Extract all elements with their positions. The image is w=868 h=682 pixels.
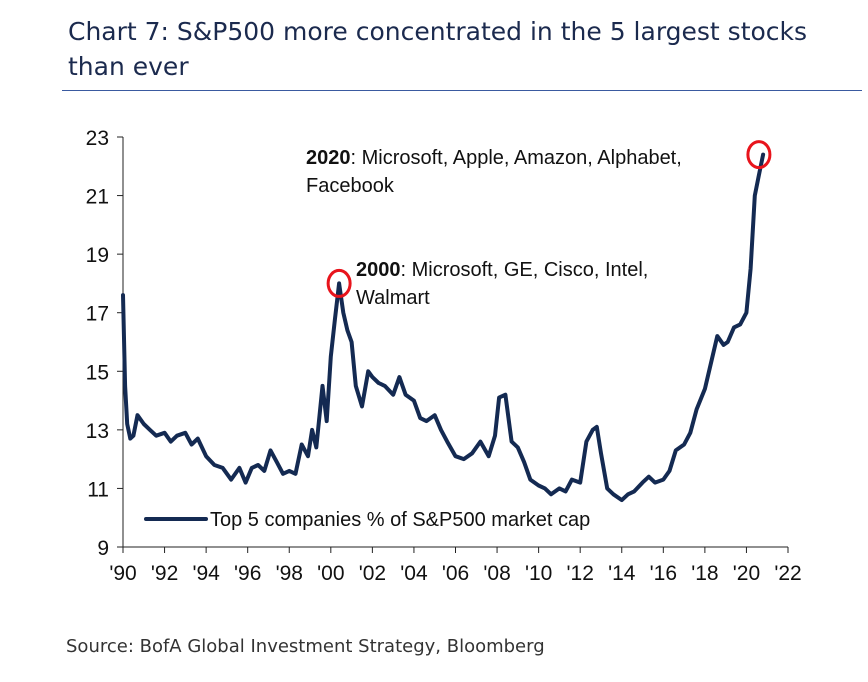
y-tick-label: 21	[86, 186, 109, 209]
annotation-2020-year: 2020	[306, 147, 351, 169]
annotation-2020-text: : Microsoft, Apple, Amazon, Alphabet, Fa…	[306, 147, 682, 197]
x-tick-label: '18	[691, 562, 718, 585]
x-tick-label: '94	[192, 562, 220, 585]
legend-label: Top 5 companies % of S&P500 market cap	[210, 509, 590, 531]
x-tick-label: '16	[650, 562, 677, 585]
y-axis-ticks: 9 11 13 15 17 19 21 23	[86, 127, 123, 560]
y-tick-label: 11	[87, 478, 109, 501]
series-layer	[121, 152, 766, 503]
y-tick-label: 9	[97, 537, 109, 560]
highlight-layer	[326, 140, 772, 298]
x-tick-label: '96	[234, 562, 261, 585]
x-tick-label: '92	[151, 562, 178, 585]
y-tick-label: 13	[86, 420, 109, 443]
x-tick-label: '00	[317, 562, 344, 585]
x-tick-label: '02	[359, 562, 386, 585]
x-tick-label: '98	[276, 562, 303, 585]
annotation-2000-text: : Microsoft, GE, Cisco, Intel, Walmart	[356, 259, 649, 309]
chart-title: Chart 7: S&P500 more concentrated in the…	[68, 17, 808, 81]
x-tick-label: '90	[109, 562, 136, 585]
annotation-2000: 2000: Microsoft, GE, Cisco, Intel, Walma…	[356, 256, 686, 312]
annotation-2020: 2020: Microsoft, Apple, Amazon, Alphabet…	[306, 144, 726, 200]
y-tick-label: 23	[86, 127, 109, 150]
chart-legend: Top 5 companies % of S&P500 market cap	[144, 509, 590, 531]
x-tick-label: '10	[525, 562, 552, 585]
x-tick-label: '08	[483, 562, 510, 585]
x-tick-label: '06	[442, 562, 469, 585]
x-tick-label: '12	[567, 562, 594, 585]
annotation-2000-year: 2000	[356, 259, 401, 281]
series-line-0	[121, 152, 766, 503]
x-tick-label: '22	[774, 562, 801, 585]
y-tick-label: 15	[86, 361, 109, 384]
peak-highlight-circle	[326, 268, 352, 298]
peak-highlight-circle	[746, 140, 772, 170]
x-tick-label: '04	[400, 562, 428, 585]
source-note: Source: BofA Global Investment Strategy,…	[66, 636, 545, 657]
y-tick-label: 17	[86, 303, 109, 326]
y-tick-label: 19	[86, 244, 109, 267]
x-axis-ticks: '90 '92 '94 '96 '98 '00 '02 '04 '06 '08 '10 '12 '14 '…	[109, 547, 802, 585]
x-tick-label: '20	[733, 562, 760, 585]
x-tick-label: '14	[608, 562, 636, 585]
title-divider	[62, 90, 862, 91]
